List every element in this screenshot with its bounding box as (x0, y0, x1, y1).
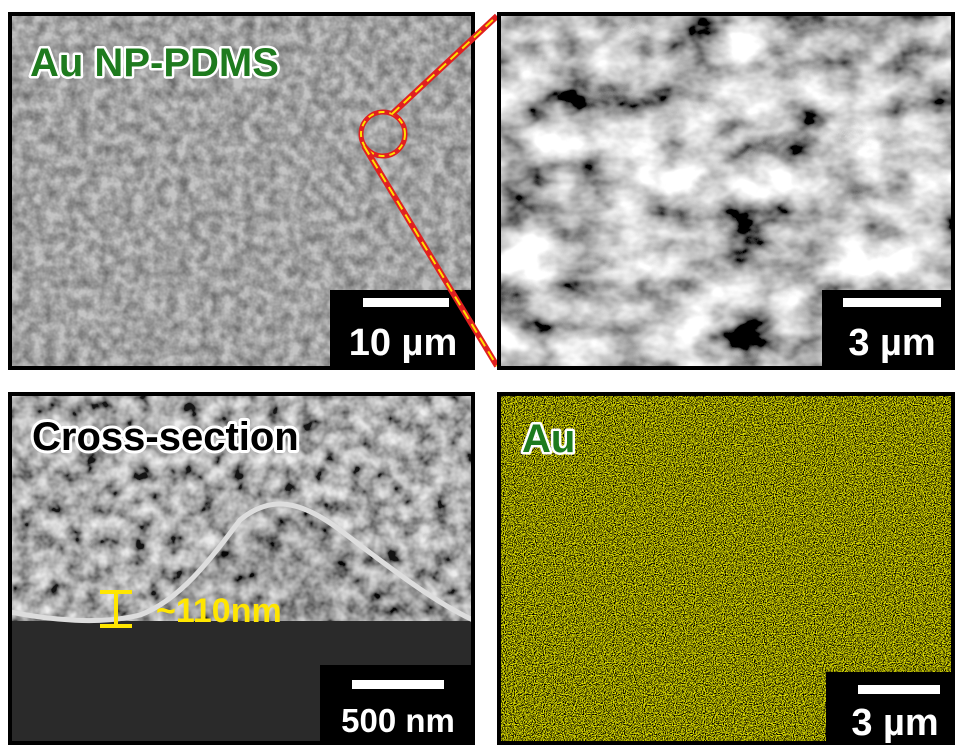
panel-eds-map: Au 3 µm (499, 394, 953, 744)
panel-sem-zoom: 3 µm (499, 14, 953, 368)
scale-bar (352, 680, 444, 689)
figure: Au NP-PDMS 10 µm 3 µm Cross-section (0, 0, 955, 749)
scale-bar (858, 685, 940, 694)
scale-bar-label: 10 µm (349, 322, 458, 364)
panel-label: Cross-section (32, 415, 299, 459)
scale-bar-label: 500 nm (341, 702, 455, 739)
panel-label: Au NP-PDMS (30, 41, 279, 85)
panel-label: Au (522, 417, 575, 461)
scale-bar (843, 298, 941, 307)
scale-bar (363, 298, 449, 307)
scale-bar-label: 3 µm (851, 702, 938, 744)
thickness-label: ~110nm (156, 592, 282, 630)
panel-cross-section: Cross-section ~110nm 500 nm (10, 394, 473, 743)
panel-sem-top: Au NP-PDMS 10 µm (10, 14, 473, 368)
scale-bar-label: 3 µm (848, 322, 935, 364)
